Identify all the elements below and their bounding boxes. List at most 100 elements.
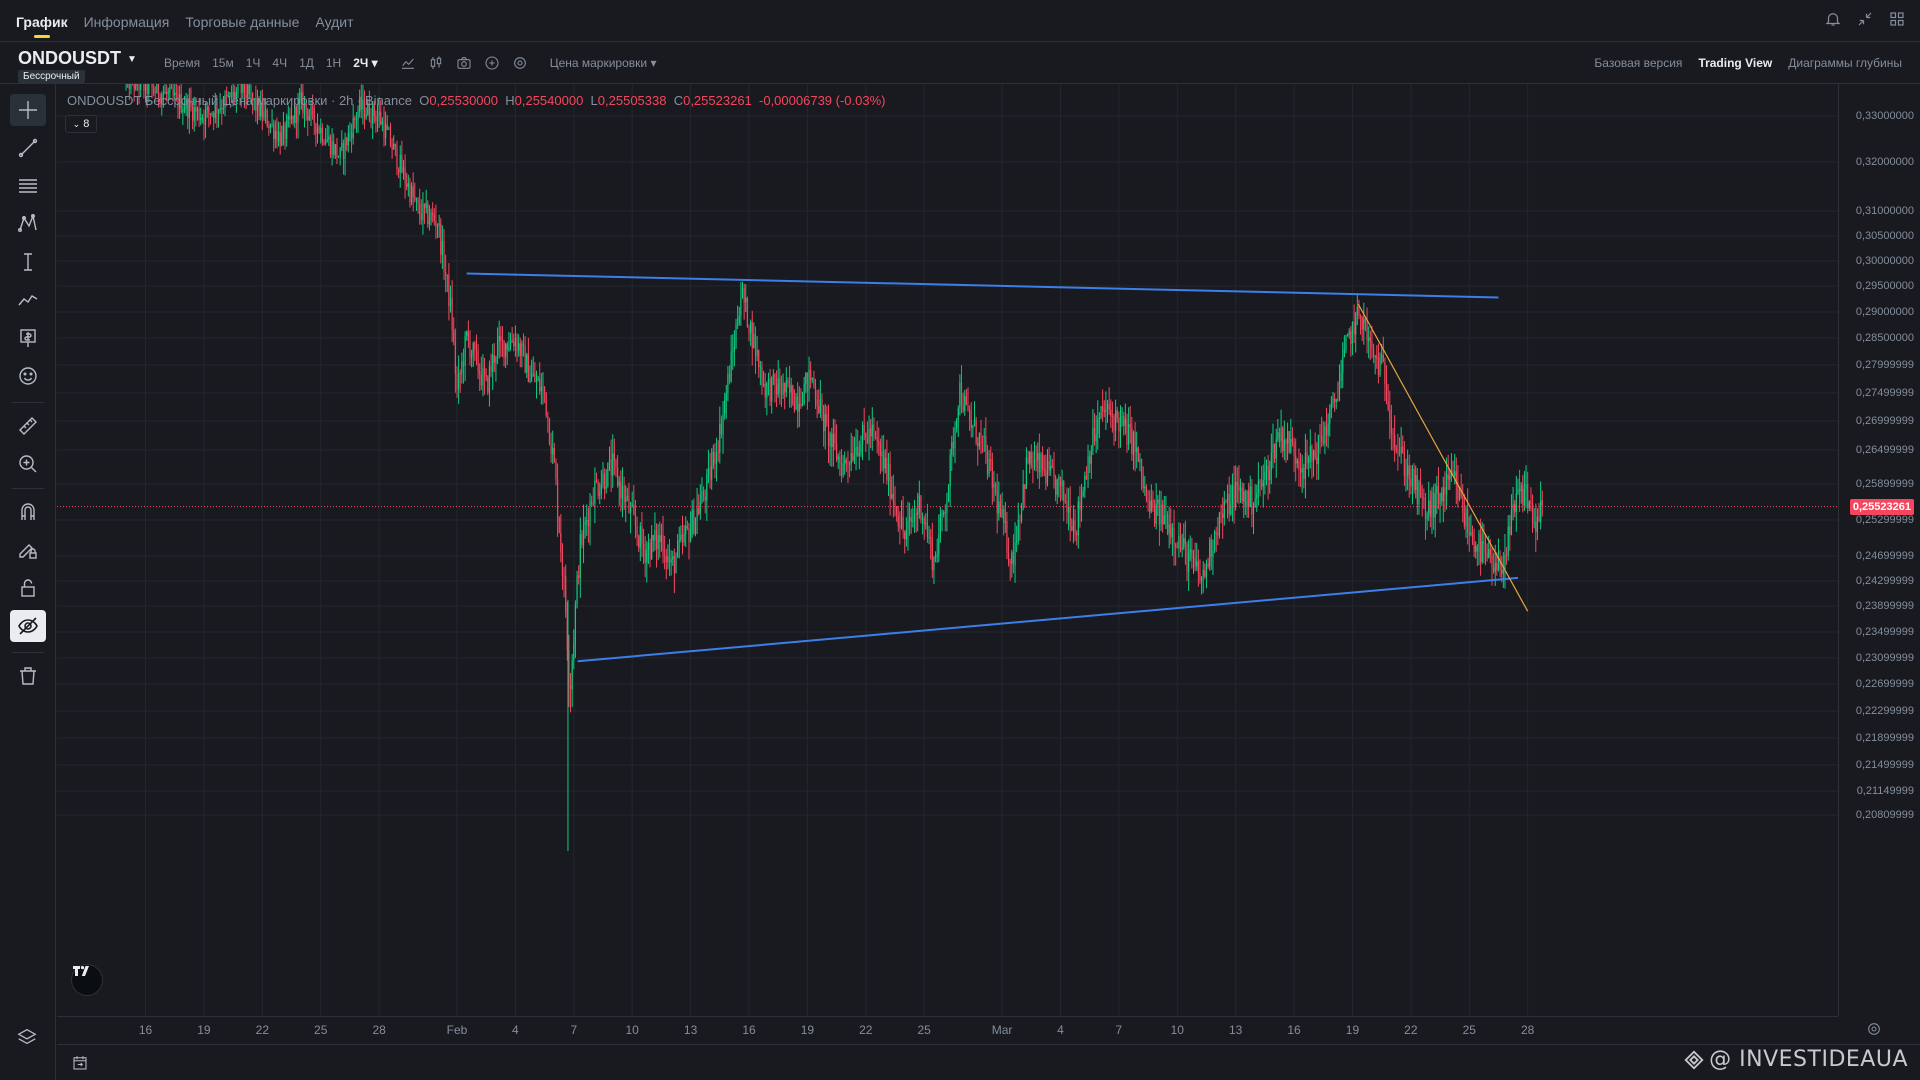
layers-icon[interactable] (16, 1026, 38, 1053)
interval-4h[interactable]: 4Ч (272, 56, 288, 70)
candle-body (1374, 355, 1376, 357)
candle-body (886, 457, 888, 481)
view-basic[interactable]: Базовая версия (1594, 56, 1683, 70)
candle-body (579, 534, 581, 578)
ruler-icon[interactable] (10, 410, 46, 442)
candle-body (1285, 439, 1287, 444)
trendline-blue[interactable] (577, 576, 1519, 663)
interval-1w[interactable]: 1Н (325, 56, 342, 70)
candle-type-icon[interactable] (428, 55, 444, 71)
tab-trading-data[interactable]: Торговые данные (185, 13, 300, 30)
candle-body (294, 106, 296, 124)
interval-1d[interactable]: 1Д (299, 56, 314, 70)
candle-body (735, 324, 737, 348)
candle-body (1168, 524, 1170, 534)
bell-icon[interactable] (1824, 10, 1842, 28)
price-axis[interactable]: 0,33000000 0,32000000 0,31000000 0,30500000… (1838, 84, 1920, 1016)
candle-body (1324, 426, 1326, 444)
goto-date-icon[interactable] (71, 1054, 89, 1077)
candle-body (436, 225, 439, 227)
brush-icon[interactable] (10, 284, 46, 316)
price-type-selector[interactable]: Цена маркировки ▾ (549, 56, 657, 70)
candle-body (492, 355, 494, 372)
candle-body (482, 368, 484, 386)
candle-body (417, 199, 419, 204)
indicators-icon[interactable] (400, 55, 416, 71)
magnet-icon[interactable] (10, 496, 46, 528)
candle-body (806, 372, 808, 392)
candle-body (302, 92, 304, 114)
trendline-icon[interactable] (10, 132, 46, 164)
interval-2h[interactable]: 2Ч ▾ (353, 56, 378, 70)
candle-body (850, 452, 852, 465)
candle-body (375, 116, 377, 122)
pattern-icon[interactable] (10, 208, 46, 240)
parallel-lines-icon[interactable] (10, 170, 46, 202)
trendlines[interactable] (466, 272, 1529, 663)
candle-body (1415, 475, 1417, 491)
trendline-orange[interactable] (1357, 303, 1529, 612)
camera-icon[interactable] (456, 55, 472, 71)
crosshair-icon[interactable] (10, 94, 46, 126)
lock-icon[interactable] (10, 572, 46, 604)
projection-icon[interactable] (10, 246, 46, 278)
chart-canvas[interactable] (57, 84, 1838, 1016)
candle-body (1351, 322, 1354, 344)
settings-icon[interactable] (512, 55, 528, 71)
tab-chart[interactable]: График (16, 0, 68, 42)
candle-body (565, 576, 567, 612)
tab-info[interactable]: Информация (83, 13, 170, 30)
candle-body (200, 118, 202, 120)
candle-body (1217, 533, 1219, 536)
collapse-icon[interactable] (1856, 10, 1874, 28)
tab-audit[interactable]: Аудит (315, 13, 354, 30)
emoji-icon[interactable] (10, 360, 46, 392)
trendline-blue[interactable] (466, 272, 1499, 299)
trash-icon[interactable] (10, 660, 46, 692)
symbol-selector[interactable]: ONDOUSDT ▼ (18, 48, 137, 69)
indicator-toggle[interactable]: ⌄ 8 (65, 115, 97, 133)
candle-body (195, 107, 197, 112)
axis-settings-icon[interactable] (1866, 1021, 1882, 1042)
time-axis[interactable]: 16 19 22 25 28 Feb 4 7 10 13 16 19 22 25 Mar 4 7 10 13 16 19… (57, 1016, 1838, 1044)
candle-body (576, 575, 578, 605)
candle-body (917, 511, 919, 515)
candle-body (1218, 512, 1221, 536)
candle-body (1288, 431, 1290, 453)
candle-body (196, 108, 199, 112)
interval-15m[interactable]: 15м (212, 56, 234, 70)
interval-1h[interactable]: 1Ч (245, 56, 261, 70)
candle-body (568, 650, 570, 686)
candle-body (307, 110, 309, 121)
candle-body (763, 384, 765, 386)
add-circle-icon[interactable] (484, 55, 500, 71)
candle-body (229, 92, 231, 96)
price-range-icon[interactable] (10, 322, 46, 354)
candle-body (1003, 508, 1005, 523)
candle-body (383, 121, 385, 139)
chart-toolbar: ONDOUSDT ▼ Бессрочный Время 15м 1Ч 4Ч 1Д … (0, 42, 1920, 84)
candle-body (1502, 569, 1504, 574)
candle-body (941, 514, 943, 516)
candle-body (1140, 458, 1143, 476)
candle-body (372, 104, 374, 124)
candle-body (827, 422, 830, 447)
time-axis-label: 25 (314, 1023, 328, 1037)
candle-body (745, 297, 747, 303)
candle-body (1064, 501, 1066, 503)
view-depth[interactable]: Диаграммы глубины (1788, 56, 1902, 70)
candle-body (190, 100, 192, 107)
candle-body (876, 436, 878, 441)
candle-body (222, 108, 224, 110)
time-axis-label: 16 (742, 1023, 756, 1037)
layout-grid-icon[interactable] (1888, 10, 1906, 28)
candle-body (1183, 538, 1185, 548)
view-tradingview[interactable]: Trading View (1698, 56, 1773, 70)
chart-area[interactable]: ONDOUSDT Бессрочный Цена маркировки · 2h… (57, 84, 1838, 1016)
candle-body (333, 141, 335, 155)
zoom-in-icon[interactable] (10, 448, 46, 480)
candle-body (719, 423, 721, 453)
draw-lock-icon[interactable] (10, 534, 46, 566)
candle-body (905, 529, 907, 540)
hide-drawings-icon[interactable] (10, 610, 46, 642)
